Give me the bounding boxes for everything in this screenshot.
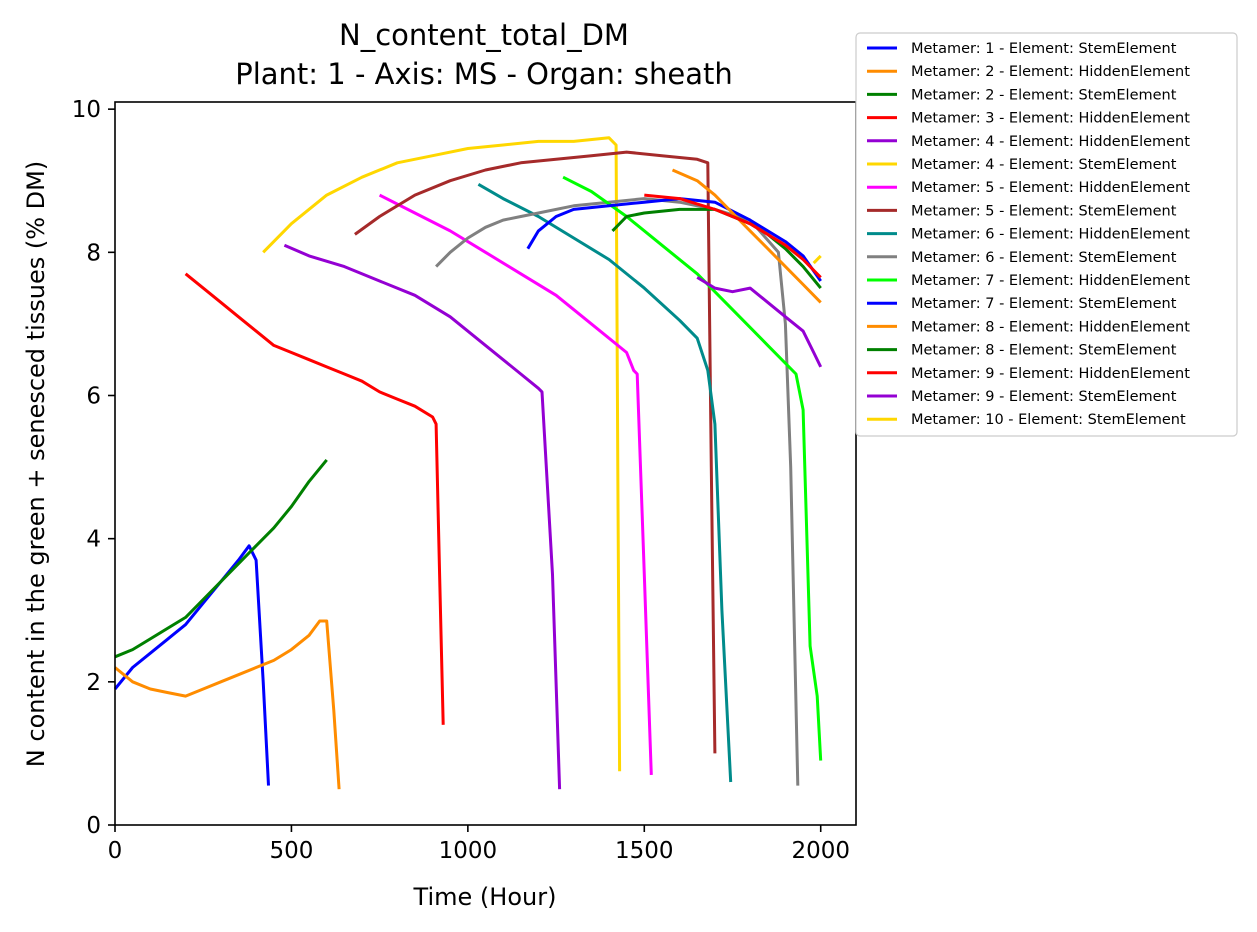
legend-entry-6: Metamer: 4 - Element: StemElement xyxy=(911,157,1177,173)
legend-entry-8: Metamer: 5 - Element: StemElement xyxy=(911,203,1177,219)
legend-entry-1: Metamer: 1 - Element: StemElement xyxy=(911,41,1177,57)
legend-frame xyxy=(855,32,1238,437)
y-axis-ticks: 0 2 4 6 8 10 xyxy=(72,97,115,839)
legend-entry-11: Metamer: 7 - Element: HiddenElement xyxy=(911,273,1190,289)
legend-items: Metamer: 1 - Element: StemElement Metamer… xyxy=(867,41,1190,428)
legend-entry-13: Metamer: 8 - Element: HiddenElement xyxy=(911,319,1190,335)
y-tick-label: 8 xyxy=(86,240,101,266)
legend-entry-4: Metamer: 3 - Element: HiddenElement xyxy=(911,111,1190,127)
y-axis-label: N content in the green + senesced tissue… xyxy=(22,161,50,767)
series-line-17 xyxy=(812,254,822,265)
x-tick-label: 1500 xyxy=(615,838,674,864)
legend-entry-3: Metamer: 2 - Element: StemElement xyxy=(911,87,1177,103)
legend-entry-10: Metamer: 6 - Element: StemElement xyxy=(911,250,1177,266)
legend-entry-12: Metamer: 7 - Element: StemElement xyxy=(911,296,1177,312)
series-line-5 xyxy=(283,243,562,790)
series-line-4 xyxy=(184,272,445,725)
y-tick-label: 4 xyxy=(86,527,101,553)
series-line-2 xyxy=(114,619,341,790)
y-tick-label: 2 xyxy=(86,670,101,696)
series-line-13 xyxy=(671,168,822,304)
x-axis-ticks: 0 500 1000 1500 2000 xyxy=(108,825,850,864)
legend-entry-16: Metamer: 9 - Element: StemElement xyxy=(911,389,1177,405)
legend: Metamer: 1 - Element: StemElement Metamer… xyxy=(855,32,1238,437)
x-tick-label: 0 xyxy=(108,838,123,864)
x-axis-label: Time (Hour) xyxy=(413,883,557,911)
legend-entry-15: Metamer: 9 - Element: HiddenElement xyxy=(911,366,1190,382)
legend-entry-14: Metamer: 8 - Element: StemElement xyxy=(911,343,1177,359)
chart-title: N_content_total_DM xyxy=(339,18,629,52)
series-line-15 xyxy=(644,193,822,279)
plot-series-layer xyxy=(113,136,823,790)
series-line-3 xyxy=(114,458,328,659)
legend-entry-7: Metamer: 5 - Element: HiddenElement xyxy=(911,180,1190,196)
legend-entry-2: Metamer: 2 - Element: HiddenElement xyxy=(911,64,1190,80)
x-tick-label: 1000 xyxy=(439,838,498,864)
series-line-12 xyxy=(526,197,822,282)
chart-subtitle: Plant: 1 - Axis: MS - Organ: sheath xyxy=(235,57,733,91)
series-line-16 xyxy=(696,276,823,368)
series-line-6 xyxy=(262,136,622,772)
x-tick-label: 2000 xyxy=(791,838,850,864)
y-tick-label: 10 xyxy=(72,97,101,123)
plot-frame xyxy=(114,101,857,826)
series-line-7 xyxy=(378,193,653,775)
legend-entry-17: Metamer: 10 - Element: StemElement xyxy=(911,412,1186,428)
y-tick-label: 6 xyxy=(86,383,101,409)
legend-entry-5: Metamer: 4 - Element: HiddenElement xyxy=(911,134,1190,150)
legend-entry-9: Metamer: 6 - Element: HiddenElement xyxy=(911,227,1190,243)
x-tick-label: 500 xyxy=(269,838,313,864)
series-line-8 xyxy=(354,150,717,754)
series-line-11 xyxy=(562,175,823,761)
y-tick-label: 0 xyxy=(86,813,101,839)
